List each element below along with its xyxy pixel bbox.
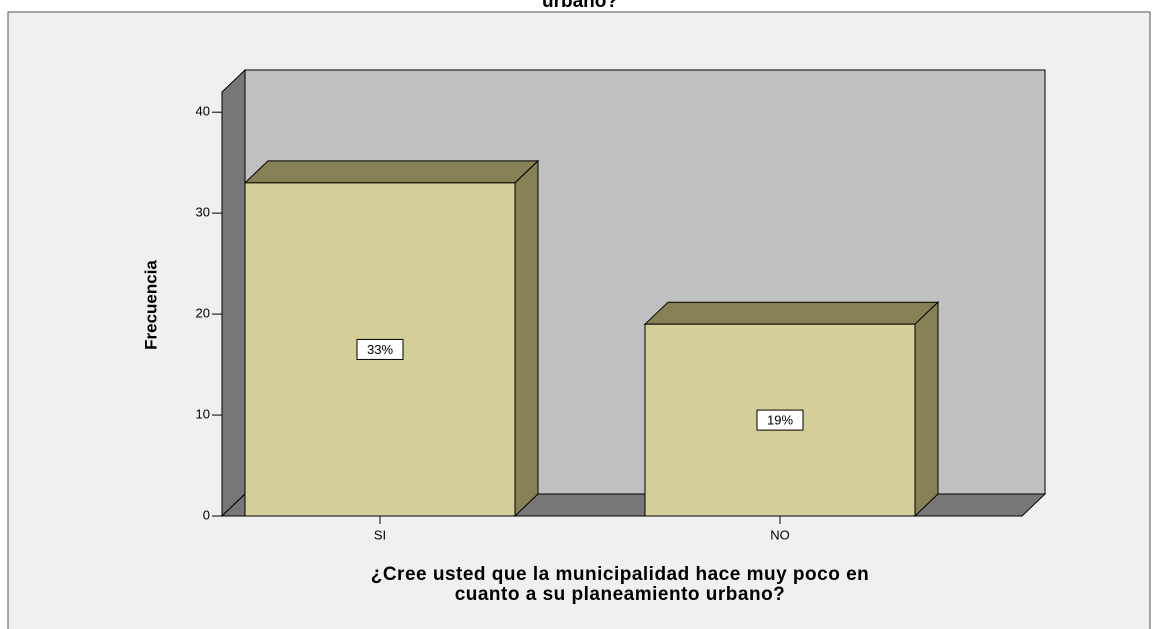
x-axis-label: ¿Cree usted que la municipalidad hace mu… <box>371 564 870 585</box>
value-label-box <box>356 338 404 360</box>
value-label: 33% <box>367 342 393 357</box>
x-tick-label: SI <box>374 527 386 542</box>
y-tick-label: 30 <box>196 205 210 220</box>
chart-title: urbano? <box>542 0 618 12</box>
bar-side <box>514 159 539 518</box>
y-tick-label: 0 <box>203 507 210 522</box>
x-tick-label: NO <box>770 527 790 542</box>
side-wall <box>221 68 246 518</box>
value-label-box <box>756 409 804 431</box>
y-tick-label: 40 <box>196 104 210 119</box>
bar-side <box>914 301 939 518</box>
bar-top <box>243 160 540 184</box>
bar-top <box>643 301 940 325</box>
x-axis-label: cuanto a su planeamiento urbano? <box>455 584 786 605</box>
y-tick-label: 20 <box>196 306 210 321</box>
value-label: 19% <box>767 413 793 428</box>
y-axis-label: Frecuencia <box>141 260 160 350</box>
y-tick-label: 10 <box>196 406 210 421</box>
